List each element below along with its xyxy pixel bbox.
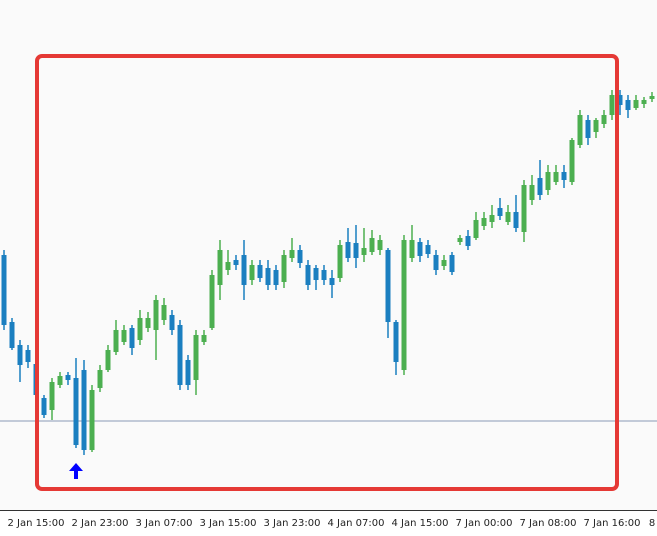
candle-body	[625, 100, 631, 110]
candle-body	[393, 322, 399, 362]
candle-body	[57, 376, 63, 385]
candle-body	[201, 335, 207, 342]
candle-body	[273, 270, 279, 285]
buy-arrow	[69, 463, 83, 479]
candle-body	[369, 238, 375, 252]
candle-body	[529, 185, 535, 200]
candle-body	[633, 100, 639, 108]
candle-body	[329, 278, 335, 285]
candle-body	[553, 172, 559, 182]
candle-body	[193, 335, 199, 380]
candle-body	[185, 360, 191, 385]
candle-body	[137, 318, 143, 340]
candle-body	[569, 140, 575, 182]
candle-body	[289, 250, 295, 258]
candle-body	[561, 172, 567, 180]
candle-body	[225, 262, 231, 270]
candle-body	[41, 398, 47, 415]
candle-body	[25, 350, 31, 362]
candle-body	[161, 305, 167, 320]
x-tick-label: 4 Jan 15:00	[392, 518, 449, 529]
x-tick-label: 7 Jan 16:00	[584, 518, 641, 529]
x-tick-label: 2 Jan 23:00	[72, 518, 129, 529]
candle-body	[113, 330, 119, 352]
candle-body	[609, 95, 615, 115]
plot-background	[0, 0, 657, 510]
candle-body	[337, 245, 343, 278]
candle-body	[281, 255, 287, 282]
candle-body	[521, 185, 527, 232]
candle-body	[217, 250, 223, 285]
candle-body	[481, 218, 487, 226]
candle-body	[377, 240, 383, 250]
candle-body	[601, 115, 607, 124]
candle-body	[305, 265, 311, 285]
candle-body	[577, 115, 583, 145]
candle-body	[513, 212, 519, 228]
candle-body	[169, 315, 175, 330]
candle-body	[345, 242, 351, 258]
candle-body	[617, 95, 623, 105]
candle-body	[81, 370, 87, 450]
x-tick-label: 7 Jan 00:00	[456, 518, 513, 529]
candle-body	[425, 245, 431, 254]
x-tick-label: 8	[649, 518, 655, 529]
candle-body	[537, 178, 543, 195]
candle-body	[1, 255, 7, 325]
candle-body	[153, 300, 159, 330]
candle-body	[249, 265, 255, 280]
candle-body	[417, 242, 423, 256]
x-tick-label: 2 Jan 15:00	[8, 518, 65, 529]
candle-body	[257, 265, 263, 278]
candle-body	[17, 345, 23, 365]
candle-body	[313, 268, 319, 280]
candle-body	[457, 238, 463, 242]
candle-body	[65, 375, 71, 380]
candle-body	[297, 250, 303, 263]
candle-body	[129, 328, 135, 348]
candle-body	[49, 382, 55, 410]
candle-body	[649, 96, 655, 99]
candle-body	[73, 378, 79, 445]
highlight-box	[35, 54, 619, 491]
candle-body	[89, 390, 95, 450]
candle-body	[433, 255, 439, 270]
candle-body	[401, 240, 407, 370]
x-tick-label: 4 Jan 07:00	[328, 518, 385, 529]
x-tick-label: 3 Jan 15:00	[200, 518, 257, 529]
candle-body	[409, 240, 415, 258]
candle-body	[353, 243, 359, 258]
candle-body	[177, 325, 183, 385]
candle-body	[265, 268, 271, 285]
candle-body	[121, 330, 127, 342]
candle-body	[209, 275, 215, 328]
x-tick-label: 3 Jan 23:00	[264, 518, 321, 529]
candles	[0, 90, 657, 455]
candle-body	[545, 172, 551, 190]
candle-body	[145, 318, 151, 328]
candle-body	[233, 260, 239, 265]
x-tick-label: 7 Jan 08:00	[520, 518, 577, 529]
candle-body	[97, 370, 103, 388]
candle-body	[241, 255, 247, 285]
candle-body	[593, 120, 599, 132]
candle-body	[497, 208, 503, 216]
candle-body	[465, 236, 471, 246]
candle-body	[505, 212, 511, 222]
candle-body	[473, 220, 479, 238]
candle-body	[489, 215, 495, 222]
x-tick-label: 3 Jan 07:00	[136, 518, 193, 529]
candle-body	[449, 255, 455, 272]
candle-body	[105, 350, 111, 370]
candle-body	[441, 260, 447, 266]
candle-body	[9, 322, 15, 348]
candle-body	[585, 120, 591, 138]
candle-body	[385, 250, 391, 322]
candle-body	[641, 100, 647, 104]
candle-body	[321, 270, 327, 280]
candle-body	[361, 248, 367, 255]
